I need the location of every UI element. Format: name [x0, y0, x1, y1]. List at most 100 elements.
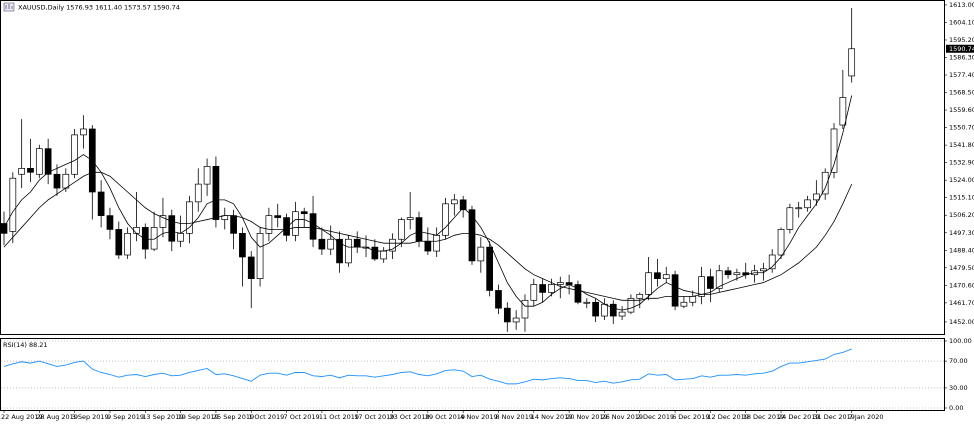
candle-body	[203, 166, 211, 185]
y-tick-label: 1559.60	[949, 106, 974, 114]
x-tick-label: 31 Dec 2019	[813, 413, 855, 421]
rsi-title: RSI(14) 88.21	[3, 341, 48, 349]
candle-body	[548, 284, 555, 293]
candle-body	[53, 173, 61, 189]
candle-body	[530, 284, 538, 301]
x-tick-label: 26 Nov 2019	[601, 413, 643, 421]
candles	[0, 8, 856, 332]
last-price-tag	[946, 44, 974, 53]
y-tick-label: 1532.90	[949, 159, 974, 167]
candle-body	[212, 166, 220, 220]
candle-body	[495, 290, 502, 309]
candle-body	[274, 215, 282, 218]
y-tick-label: 1515.10	[949, 194, 974, 202]
x-tick-label: 1 Oct 2019	[248, 413, 284, 421]
candle-body	[813, 193, 820, 201]
x-tick-label: 13 Sep 2019	[142, 413, 183, 421]
candle-body	[539, 284, 546, 293]
candle-body	[574, 284, 582, 303]
y-tick-label: 1550.70	[949, 124, 974, 132]
y-tick-label: 1568.50	[949, 89, 974, 97]
candle-body	[150, 227, 158, 250]
candle-body	[830, 128, 838, 173]
candle-body	[698, 276, 705, 297]
y-tick-label: 30.00	[949, 384, 968, 392]
candle-body	[309, 213, 317, 240]
candle-body	[353, 238, 361, 248]
candle-body	[618, 311, 626, 317]
candle-body	[371, 246, 379, 260]
y-tick-label: 1524.00	[949, 176, 974, 184]
candle-body	[115, 229, 123, 256]
candle-body	[327, 238, 335, 250]
last-price-label: 1590.74	[949, 45, 974, 53]
x-tick-label: 29 Oct 2019	[425, 413, 465, 421]
candle-body	[689, 296, 697, 303]
moving-average	[3, 95, 853, 311]
candle-body	[194, 183, 202, 203]
candle-body	[336, 238, 343, 264]
x-tick-label: 14 Nov 2019	[531, 413, 573, 421]
symbol-icon	[3, 2, 15, 12]
candle-body	[556, 282, 564, 285]
candle-body	[636, 294, 644, 299]
candle-body	[389, 238, 396, 252]
price-panel	[0, 0, 945, 335]
x-tick-label: 2 Dec 2019	[637, 413, 674, 421]
candle-body	[415, 217, 423, 242]
candle-body	[27, 168, 34, 173]
candle-body	[177, 232, 184, 242]
y-tick-label: 1470.60	[949, 281, 974, 289]
candle-body	[760, 268, 767, 272]
y-tick-label: 1479.50	[949, 264, 974, 272]
x-tick-label: 20 Nov 2019	[566, 413, 608, 421]
candle-body	[35, 148, 43, 175]
candle-body	[380, 250, 388, 260]
candle-body	[159, 215, 167, 228]
candle-body	[133, 227, 140, 234]
y-tick-label: 1541.80	[949, 141, 974, 149]
candle-body	[521, 299, 529, 319]
y-tick-label: 0.00	[949, 404, 963, 412]
candle-body	[715, 270, 723, 289]
candle-body	[848, 48, 856, 77]
rsi-panel	[0, 338, 945, 411]
candle-body	[44, 148, 52, 175]
y-tick-label: 1488.40	[949, 246, 974, 254]
moving-average	[3, 171, 853, 301]
candle-body	[477, 246, 485, 262]
y-tick-label: 1604.10	[949, 18, 974, 26]
candle-body	[230, 215, 237, 234]
candle-body	[821, 171, 829, 195]
candle-body	[777, 229, 785, 256]
y-tick-label: 1586.30	[949, 53, 974, 61]
candle-body	[468, 209, 476, 262]
candle-body	[424, 240, 432, 252]
candle-body	[503, 307, 511, 323]
candle-body	[106, 215, 114, 230]
candle-body	[768, 254, 776, 270]
candle-body	[592, 301, 599, 317]
candle-body	[733, 272, 741, 276]
candle-body	[450, 199, 458, 205]
candle-body	[97, 191, 105, 216]
candle-body	[62, 173, 70, 189]
candle-body	[654, 272, 661, 279]
y-tick-label: 1506.20	[949, 211, 974, 219]
candle-body	[795, 207, 803, 210]
x-tick-label: 12 Dec 2019	[707, 413, 749, 421]
candle-body	[512, 317, 520, 323]
candle-body	[583, 301, 591, 304]
x-tick-label: 28 Aug 2019	[36, 413, 78, 421]
x-tick-label: 19 Sep 2019	[178, 413, 219, 421]
y-tick-label: 1452.00	[949, 318, 974, 326]
candle-body	[283, 217, 290, 236]
candle-body	[124, 232, 131, 256]
candle-body	[406, 217, 414, 220]
candle-body	[247, 256, 255, 279]
candle-body	[442, 203, 449, 236]
candle-body	[265, 215, 273, 234]
x-tick-label: 3 Sep 2019	[72, 413, 109, 421]
y-tick-label: 1461.70	[949, 299, 974, 307]
